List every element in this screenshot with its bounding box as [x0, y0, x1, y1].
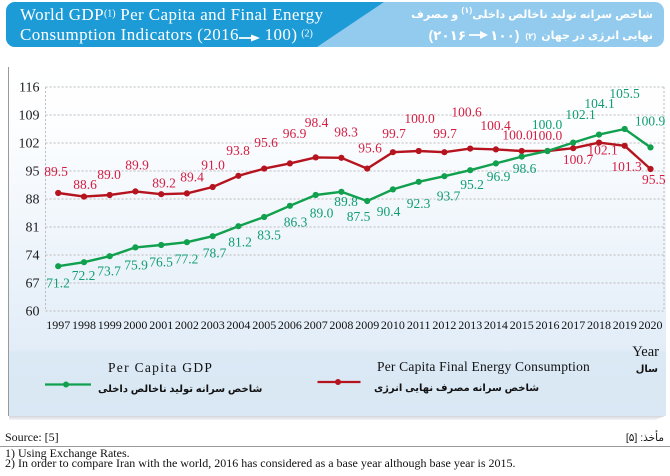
- svg-text:100.4: 100.4: [480, 118, 511, 133]
- svg-text:98.4: 98.4: [305, 115, 329, 130]
- svg-text:99.7: 99.7: [382, 126, 406, 141]
- svg-text:93.8: 93.8: [226, 143, 250, 158]
- svg-text:2017: 2017: [561, 318, 585, 332]
- svg-text:2003: 2003: [201, 318, 225, 332]
- svg-text:67: 67: [26, 277, 40, 292]
- svg-text:2000: 2000: [123, 318, 147, 332]
- svg-text:2005: 2005: [252, 318, 276, 332]
- svg-text:93.7: 93.7: [437, 189, 461, 204]
- svg-text:101.3: 101.3: [611, 159, 642, 174]
- svg-text:2006: 2006: [278, 318, 302, 332]
- svg-text:2016: 2016: [536, 318, 560, 332]
- svg-text:60: 60: [26, 305, 40, 320]
- svg-text:90.4: 90.4: [377, 204, 401, 219]
- svg-text:1997: 1997: [46, 318, 70, 332]
- svg-text:89.5: 89.5: [44, 164, 68, 179]
- svg-text:74: 74: [26, 249, 40, 264]
- svg-text:100.0: 100.0: [532, 128, 563, 143]
- svg-text:72.2: 72.2: [72, 268, 96, 283]
- svg-text:2020: 2020: [639, 318, 663, 332]
- svg-text:100.9: 100.9: [635, 113, 666, 128]
- svg-text:105.5: 105.5: [609, 86, 640, 101]
- svg-text:100.0: 100.0: [404, 111, 435, 126]
- svg-text:89.4: 89.4: [180, 170, 204, 185]
- svg-text:2008: 2008: [329, 318, 353, 332]
- svg-text:95.6: 95.6: [358, 140, 382, 155]
- svg-text:95: 95: [26, 165, 40, 180]
- svg-text:2004: 2004: [226, 318, 250, 332]
- svg-text:2001: 2001: [149, 318, 173, 332]
- svg-text:2014: 2014: [484, 318, 508, 332]
- svg-text:1999: 1999: [98, 318, 122, 332]
- svg-text:78.7: 78.7: [203, 245, 227, 260]
- svg-text:71.2: 71.2: [46, 276, 70, 291]
- svg-text:2015: 2015: [510, 318, 534, 332]
- svg-text:102: 102: [19, 137, 40, 152]
- svg-text:95.2: 95.2: [460, 177, 484, 192]
- svg-text:100.0: 100.0: [502, 127, 533, 142]
- svg-text:2009: 2009: [355, 318, 379, 332]
- svg-text:91.0: 91.0: [201, 158, 225, 173]
- svg-text:102.1: 102.1: [587, 143, 617, 158]
- svg-text:95.5: 95.5: [642, 172, 666, 187]
- svg-text:98.6: 98.6: [513, 161, 537, 176]
- svg-text:89.0: 89.0: [97, 167, 121, 182]
- svg-text:75.9: 75.9: [124, 257, 148, 272]
- svg-text:100.7: 100.7: [563, 152, 594, 167]
- svg-text:83.5: 83.5: [257, 228, 281, 243]
- svg-text:98.3: 98.3: [334, 125, 358, 140]
- svg-text:96.9: 96.9: [487, 169, 511, 184]
- svg-text:116: 116: [19, 81, 39, 96]
- svg-text:2018: 2018: [587, 318, 611, 332]
- svg-text:81.2: 81.2: [228, 234, 252, 249]
- svg-text:92.3: 92.3: [407, 196, 431, 211]
- svg-text:81: 81: [26, 221, 40, 236]
- svg-text:87.5: 87.5: [347, 209, 371, 224]
- svg-text:2011: 2011: [407, 318, 431, 332]
- svg-text:2012: 2012: [432, 318, 456, 332]
- svg-text:89.9: 89.9: [125, 158, 149, 173]
- svg-text:96.9: 96.9: [283, 126, 307, 141]
- svg-text:95.6: 95.6: [254, 135, 278, 150]
- svg-text:100.0: 100.0: [532, 117, 563, 132]
- svg-text:109: 109: [19, 109, 40, 124]
- svg-text:100.6: 100.6: [451, 105, 482, 120]
- svg-text:2002: 2002: [175, 318, 199, 332]
- svg-text:2010: 2010: [381, 318, 405, 332]
- svg-text:86.3: 86.3: [284, 215, 308, 230]
- svg-text:89.2: 89.2: [152, 176, 176, 191]
- svg-text:104.1: 104.1: [584, 96, 614, 111]
- svg-text:73.7: 73.7: [97, 263, 121, 278]
- svg-text:102.1: 102.1: [565, 107, 595, 122]
- svg-text:99.7: 99.7: [433, 126, 457, 141]
- svg-text:88: 88: [26, 193, 40, 208]
- svg-text:77.2: 77.2: [175, 251, 199, 266]
- svg-text:76.5: 76.5: [149, 254, 173, 269]
- svg-text:2013: 2013: [458, 318, 482, 332]
- svg-text:1998: 1998: [72, 318, 96, 332]
- svg-text:89.8: 89.8: [334, 194, 358, 209]
- svg-text:88.6: 88.6: [73, 177, 97, 192]
- svg-text:2007: 2007: [304, 318, 328, 332]
- svg-text:89.0: 89.0: [310, 205, 334, 220]
- svg-text:2019: 2019: [613, 318, 637, 332]
